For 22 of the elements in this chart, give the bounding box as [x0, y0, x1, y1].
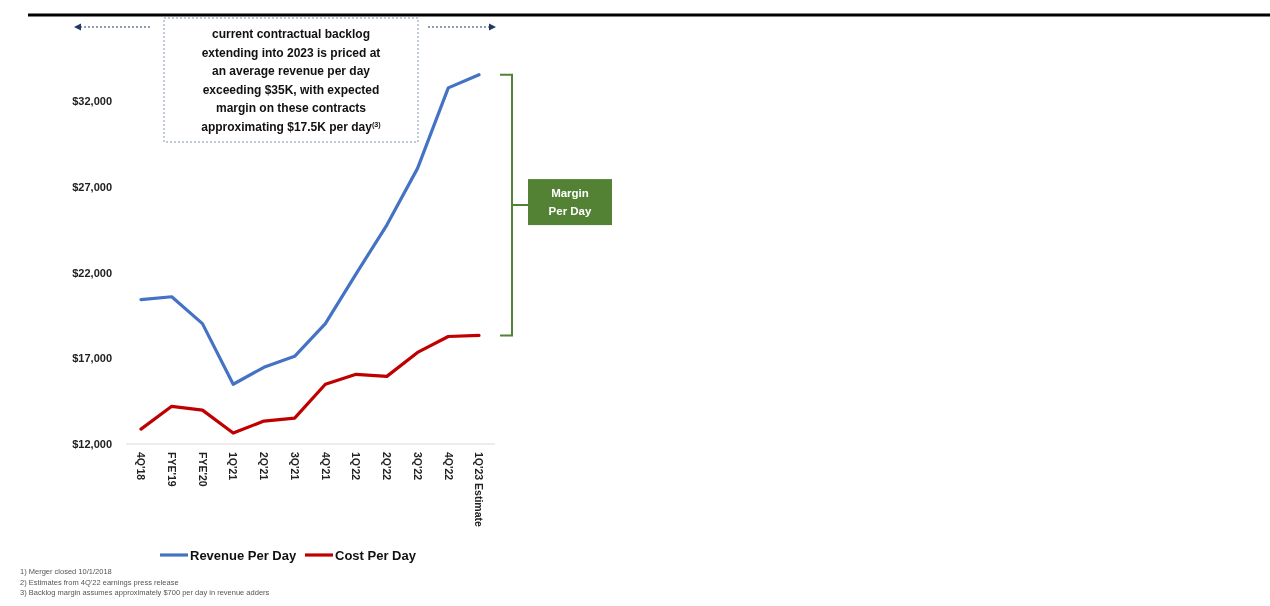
- x-tick-label: 3Q'21: [288, 452, 301, 481]
- x-tick-label: 2Q'22: [381, 452, 394, 481]
- x-tick-label: FYE'19: [166, 452, 179, 487]
- text: Margin Per Day: [548, 187, 593, 218]
- y-tick-label: $12,000: [72, 437, 112, 450]
- x-tick-label: 1Q'21: [227, 452, 240, 481]
- legend-label: Cost Per Day: [335, 547, 417, 563]
- x-tick-label: 4Q'22: [442, 452, 455, 481]
- x-tick-label: 4Q'18: [135, 452, 148, 481]
- x-tick-label: 3Q'22: [411, 452, 424, 481]
- y-tick-label: $32,000: [72, 95, 112, 108]
- x-tick-label: FYE'20: [196, 452, 209, 487]
- y-tick-label: $17,000: [72, 352, 112, 365]
- x-tick-label: 1Q'22: [350, 452, 363, 481]
- annotation: current contractual backlog extending into 2023 is priced at an average revenue per day exceeding $35K, with expected margin on these contracts approximating $17.5K per day$^{(3)}$: [201, 27, 382, 134]
- y-tick-label: $27,000: [72, 181, 112, 194]
- x-tick-label: 4Q'21: [319, 452, 332, 481]
- y-tick-label: $22,000: [72, 266, 112, 279]
- legend-label: Revenue Per Day: [190, 547, 297, 563]
- x-tick-label: 1Q'23 Estimate: [473, 452, 486, 528]
- line-series: [139, 333, 481, 435]
- x-tick-label: 2Q'21: [258, 452, 271, 481]
